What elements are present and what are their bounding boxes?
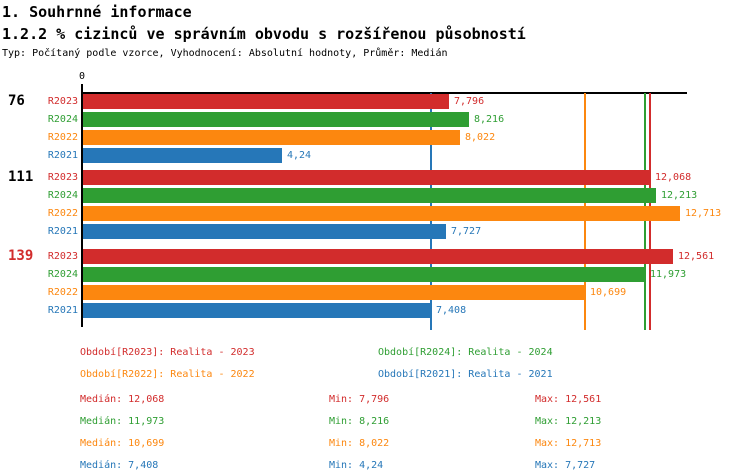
bar-value-label: 12,068 <box>655 172 692 183</box>
legend-item-R2022: Období[R2022]: Realita - 2022 <box>80 369 255 380</box>
bar-R2022 <box>83 130 460 145</box>
stat-median-R2021: Medián: 7,408 <box>80 460 159 471</box>
bar-value-label: 8,022 <box>465 132 496 143</box>
x-axis-line <box>81 92 687 94</box>
bar-label-R2024: R2024 <box>47 190 78 201</box>
group-label: 139 <box>8 248 34 264</box>
bar-R2024 <box>83 188 656 203</box>
legend-item-R2023: Období[R2023]: Realita - 2023 <box>80 347 255 358</box>
bar-label-R2024: R2024 <box>47 269 78 280</box>
bar-label-R2023: R2023 <box>47 96 78 107</box>
chart-meta: Typ: Počítaný podle vzorce, Vyhodnocení:… <box>2 48 448 59</box>
bar-label-R2022: R2022 <box>47 208 78 219</box>
bar-R2023 <box>83 249 673 264</box>
stat-max-R2024: Max: 12,213 <box>535 416 602 427</box>
bar-R2023 <box>83 94 449 109</box>
bar-value-label: 12,713 <box>685 208 722 219</box>
bar-value-label: 4,24 <box>287 150 312 161</box>
stat-max-R2022: Max: 12,713 <box>535 438 602 449</box>
bar-value-label: 7,796 <box>454 96 485 107</box>
bar-label-R2024: R2024 <box>47 114 78 125</box>
stat-min-R2022: Min: 8,022 <box>329 438 390 449</box>
bar-label-R2023: R2023 <box>47 172 78 183</box>
chart-subtitle: 1.2.2 % cizinců ve správním obvodu s roz… <box>2 25 526 43</box>
bar-value-label: 8,216 <box>474 114 505 125</box>
bar-R2024 <box>83 112 469 127</box>
stat-min-R2021: Min: 4,24 <box>329 460 384 471</box>
bar-R2023 <box>83 170 650 185</box>
legend-item-R2021: Období[R2021]: Realita - 2021 <box>378 369 553 380</box>
bar-value-label: 7,408 <box>436 305 467 316</box>
bar-label-R2021: R2021 <box>47 226 78 237</box>
bar-R2024 <box>83 267 645 282</box>
legend-item-R2024: Období[R2024]: Realita - 2024 <box>378 347 553 358</box>
bar-value-label: 10,699 <box>590 287 627 298</box>
bar-R2021 <box>83 148 282 163</box>
group-label: 111 <box>8 169 34 185</box>
group-label: 76 <box>8 93 25 109</box>
stat-min-R2023: Min: 7,796 <box>329 394 390 405</box>
bar-R2021 <box>83 224 446 239</box>
bar-label-R2021: R2021 <box>47 305 78 316</box>
bar-label-R2021: R2021 <box>47 150 78 161</box>
bar-R2022 <box>83 206 680 221</box>
bar-label-R2022: R2022 <box>47 132 78 143</box>
chart-area: 0 76 R2023 7,796 R2024 8,216 R2022 8,022 R2021 4… <box>8 71 722 330</box>
bar-value-label: 7,727 <box>451 226 482 237</box>
bar-value-label: 11,973 <box>650 269 687 280</box>
stat-median-R2022: Medián: 10,699 <box>80 438 165 449</box>
bar-label-R2023: R2023 <box>47 251 78 262</box>
bar-value-label: 12,561 <box>678 251 715 262</box>
x-axis-zero-label: 0 <box>78 71 86 82</box>
page-title: 1. Souhrnné informace <box>2 3 192 21</box>
bar-value-label: 12,213 <box>661 190 698 201</box>
stat-max-R2023: Max: 12,561 <box>535 394 602 405</box>
y-axis-line <box>81 84 83 327</box>
stat-median-R2023: Medián: 12,068 <box>80 394 165 405</box>
bar-R2022 <box>83 285 585 300</box>
stat-min-R2024: Min: 8,216 <box>329 416 390 427</box>
bar-R2021 <box>83 303 431 318</box>
stat-median-R2024: Medián: 11,973 <box>80 416 165 427</box>
bar-label-R2022: R2022 <box>47 287 78 298</box>
stat-max-R2021: Max: 7,727 <box>535 460 596 471</box>
